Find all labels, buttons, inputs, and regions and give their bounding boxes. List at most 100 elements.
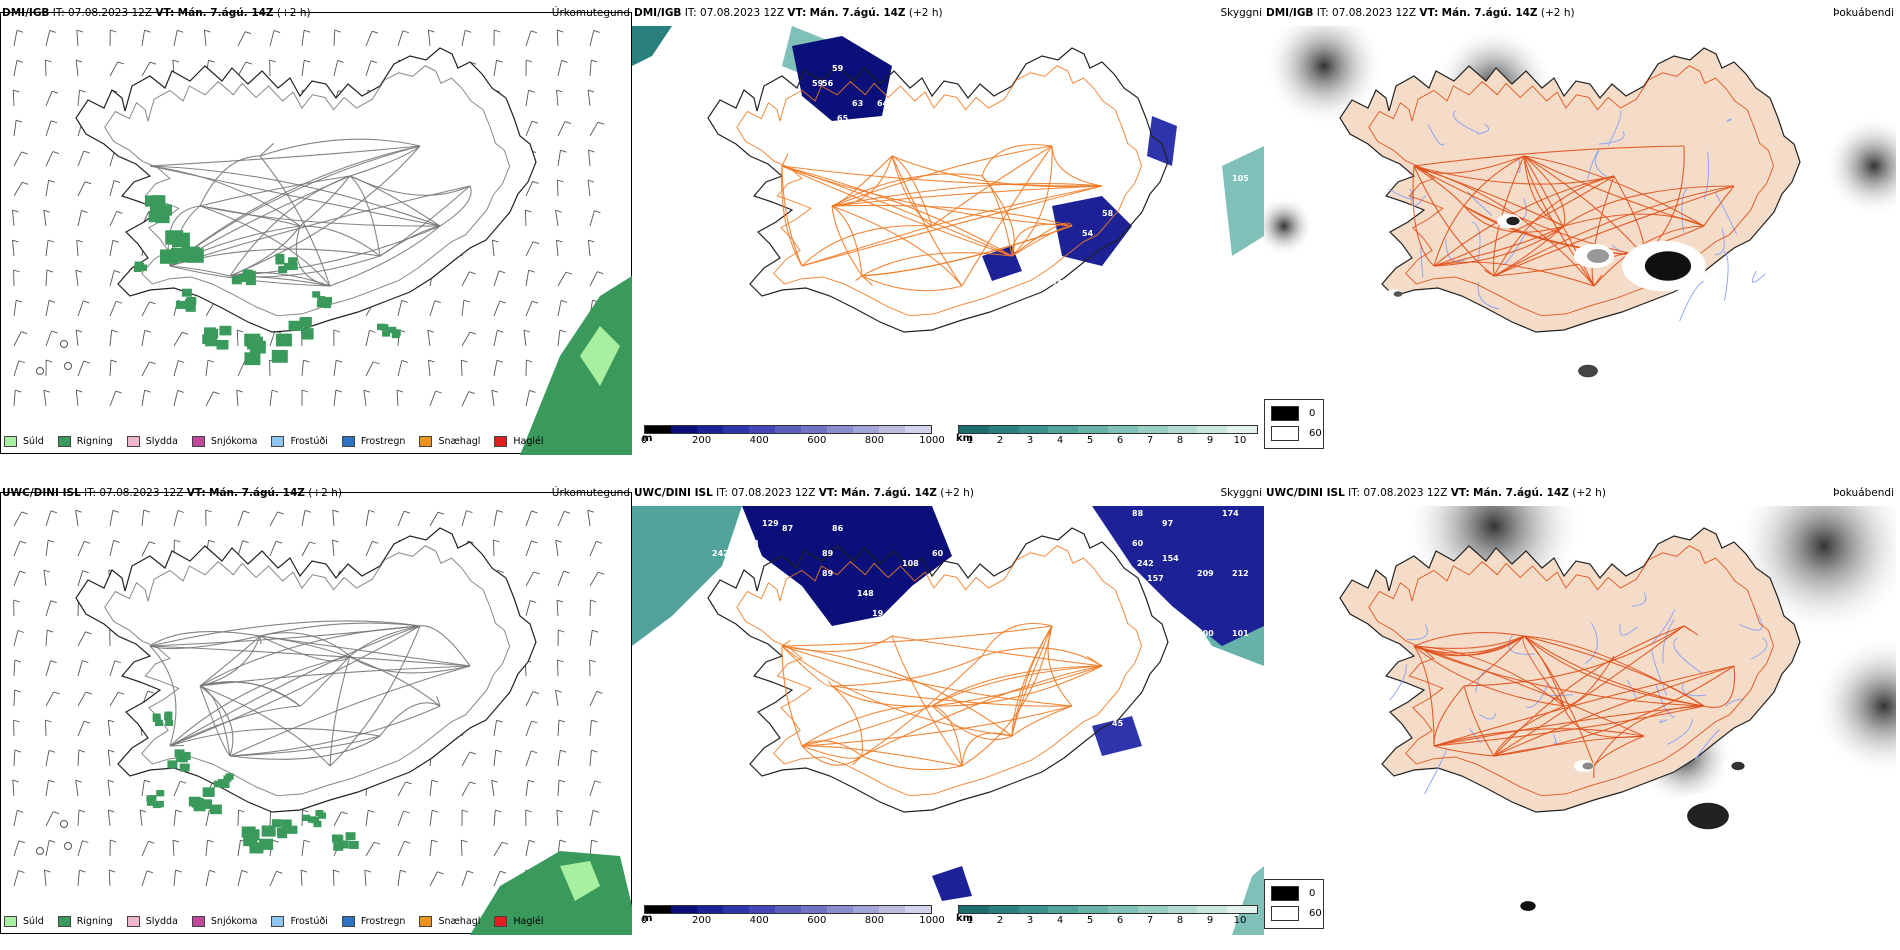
scale-tick: 8 xyxy=(1176,915,1184,926)
panel-header: UWC/DINI ISL IT: 07.08.2023 12Z VT: Mán.… xyxy=(632,480,1264,506)
forecast-offset: (+2 h) xyxy=(308,487,342,499)
forecast-offset: (+2 h) xyxy=(276,7,311,19)
low-cloud-base xyxy=(792,36,1177,281)
legend-swatch xyxy=(126,436,140,447)
cloud-base-value: 58 xyxy=(872,139,884,148)
cloud-base-value: 89 xyxy=(822,569,834,578)
scale-tick: 7 xyxy=(1146,435,1154,446)
scale-cell xyxy=(959,906,989,913)
scale-tick: 6 xyxy=(1116,435,1124,446)
scale-tick: 0 xyxy=(640,435,648,446)
scale-cell xyxy=(988,426,1019,433)
precip-type-map[interactable] xyxy=(0,26,632,455)
cloud-base-value: 40 xyxy=(1167,704,1179,713)
scale-cell xyxy=(879,426,905,433)
legend-swatch xyxy=(271,436,285,447)
legend-item: Frostregn xyxy=(341,436,405,447)
cloud-base-value: 49 xyxy=(1012,379,1024,388)
scale-cell xyxy=(671,426,697,433)
init-time-label: IT: xyxy=(52,7,65,19)
legend-label: Snæhagl xyxy=(438,436,481,447)
fog-legend-swatch xyxy=(1271,426,1299,441)
scale-cell xyxy=(1078,426,1108,433)
cloud-base-value: 95 xyxy=(1137,704,1149,713)
legend-item: Slydda xyxy=(126,436,178,447)
panel-title: Þokuábendi xyxy=(1833,487,1894,499)
scale-tick: 600 xyxy=(807,915,827,926)
cloud-base-value: 129 xyxy=(762,519,779,528)
scale-cell xyxy=(697,906,723,913)
cloud-base-value: 89 xyxy=(822,549,834,558)
fog-legend: 0 60 xyxy=(1264,879,1324,929)
cloud-base-value: 60 xyxy=(1132,539,1144,548)
cloud-base-value: 242 xyxy=(712,549,729,558)
scale-cell xyxy=(1137,426,1168,433)
scale-tick: 600 xyxy=(807,435,827,446)
scale-cell xyxy=(671,906,697,913)
legend-item: Haglél xyxy=(494,436,544,447)
legend-swatch xyxy=(271,916,285,927)
scale-tick: 2 xyxy=(996,435,1004,446)
scale-tick: 400 xyxy=(749,915,769,926)
iceland-coastline xyxy=(75,527,537,813)
scale-cell xyxy=(1078,906,1108,913)
panel-header: UWC/DINI ISL IT: 07.08.2023 12Z VT: Mán.… xyxy=(0,480,632,506)
legend-item: Frostregn xyxy=(341,916,405,927)
init-time: 07.08.2023 12Z xyxy=(1363,487,1448,499)
legend-item: Rigning xyxy=(57,916,113,927)
cloud-base-value: 63 xyxy=(1157,229,1168,238)
cloud-base-value: 108 xyxy=(902,559,919,568)
scale-tick: 5 xyxy=(1086,435,1094,446)
fog-legend-label: 0 xyxy=(1309,408,1316,419)
cloud-base-value: 148 xyxy=(857,589,874,598)
scale-tick: 9 xyxy=(1206,435,1214,446)
legend-swatch xyxy=(4,916,17,927)
offshore-rain xyxy=(470,851,632,935)
fog-index-map[interactable] xyxy=(1264,26,1896,455)
legend-swatch xyxy=(419,916,433,927)
scale-tick: 4 xyxy=(1056,435,1064,446)
cloud-base-value: 37 xyxy=(1047,334,1058,343)
road-network xyxy=(1368,65,1775,317)
model-name: DMI/IGB xyxy=(2,7,50,19)
legend-item: Haglél xyxy=(494,916,544,927)
model-name: UWC/DINI ISL xyxy=(2,487,81,499)
init-time: 07.08.2023 12Z xyxy=(1332,7,1417,19)
scale-cell xyxy=(1227,426,1257,433)
fog-legend-label: 0 xyxy=(1309,888,1316,899)
visibility-scale: km 1 2 3 4 5 6 7 8 9 10 xyxy=(956,905,1258,927)
scale-tick: 2 xyxy=(996,915,1004,926)
cloud-base-value: 60 xyxy=(932,549,944,558)
fog-legend-swatch xyxy=(1271,406,1299,421)
valid-time: Mán. 7.ágú. 14Z xyxy=(1473,487,1569,499)
scale-cell xyxy=(827,906,853,913)
scale-cell xyxy=(697,426,723,433)
scale-cell xyxy=(827,426,853,433)
fog-index-map[interactable] xyxy=(1264,506,1896,935)
cloud-base-value: 154 xyxy=(1162,554,1179,563)
cloud-base-value: 97 xyxy=(1162,519,1173,528)
cloud-base-value: 71 xyxy=(897,124,909,133)
model-name: UWC/DINI ISL xyxy=(1266,487,1345,499)
legend-swatch xyxy=(191,916,205,927)
legend-swatch xyxy=(4,436,17,447)
legend-swatch xyxy=(191,436,205,447)
rain-areas xyxy=(133,195,401,366)
valid-time: Mán. 7.ágú. 14Z xyxy=(841,487,937,499)
precip-type-map[interactable] xyxy=(0,506,632,935)
cloud-base-value: 64 xyxy=(877,99,889,108)
legend-swatch xyxy=(126,916,140,927)
map-panel-p3: 0 60 DMI/IGB IT: 07.08.2023 12Z VT: Mán. … xyxy=(1264,0,1896,455)
scale-cell xyxy=(1227,906,1257,913)
rivers xyxy=(1388,110,1766,322)
legend-swatch xyxy=(57,916,71,927)
road-network xyxy=(736,65,1143,317)
fog-legend-row: 0 xyxy=(1271,886,1315,901)
scale-cell xyxy=(801,426,827,433)
scale-cell xyxy=(775,906,801,913)
cloud-base-value: 157 xyxy=(1147,574,1164,583)
calm-wind-circle-icon xyxy=(36,847,44,855)
scale-cell xyxy=(1197,906,1228,913)
